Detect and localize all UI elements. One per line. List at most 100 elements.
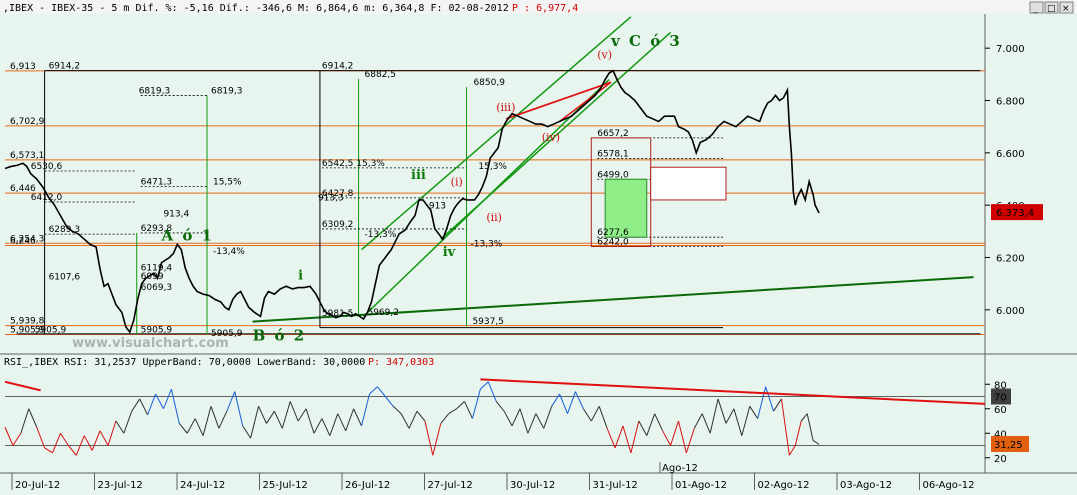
- price-annotation: -13,4%: [213, 247, 245, 257]
- rsi-segment: [794, 420, 802, 446]
- rsi-segment: [329, 413, 339, 436]
- rsi-segment: [226, 391, 236, 412]
- rsi-segment: [527, 413, 537, 434]
- rsi-segment: [234, 391, 244, 427]
- rsi-segment: [582, 408, 592, 422]
- rsi-segment: [305, 408, 315, 434]
- fib-label: 6,573,1: [10, 151, 44, 161]
- price-annotation: 6530,6: [31, 162, 63, 172]
- x-tick-label: 24-Jul-12: [180, 480, 225, 491]
- rsi-header: RSI_,IBEX RSI: 31,2537 UpperBand: 70,000…: [4, 357, 365, 368]
- rsi-segment: [178, 423, 188, 434]
- rsi-segment: [361, 393, 370, 427]
- close-button[interactable]: [1059, 1, 1074, 14]
- x-tick-label: 26-Jul-12: [345, 480, 390, 491]
- rsi-segment: [123, 411, 133, 434]
- price-annotation: 6069,3: [141, 283, 173, 293]
- rsi-segment: [155, 393, 164, 409]
- fib-label: 5,905,9: [10, 325, 45, 335]
- price-annotation: 6499,0: [597, 170, 629, 180]
- rsi-segment: [107, 420, 117, 446]
- rsi-segment: [52, 433, 61, 454]
- rsi-segment: [733, 408, 743, 436]
- price-annotation: 5905,9: [211, 329, 243, 339]
- fib-label: 6,446: [10, 184, 36, 194]
- last-price-badge: [991, 204, 1043, 221]
- wedge-lower: [559, 81, 612, 123]
- watermark: www.visualchart.com: [72, 336, 229, 351]
- rsi-segment: [646, 413, 656, 436]
- price-annotation: 6309,2: [322, 220, 354, 230]
- rsi-segment: [662, 430, 671, 446]
- price-annotation: 6119,4: [141, 264, 173, 274]
- rsi-upper-badge-label: 70: [994, 393, 1007, 404]
- rsi-y-tick-label: 60: [994, 405, 1007, 416]
- rsi-segment: [384, 396, 394, 407]
- rsi-segment: [432, 423, 442, 456]
- price-annotation: 6542,5 15,3%: [322, 159, 385, 169]
- target-zone: [604, 178, 648, 238]
- price-annotation: 5981,5: [322, 309, 354, 319]
- wave-label-i: i: [298, 269, 303, 284]
- wave-label-r2: (ii): [486, 211, 502, 224]
- time-axis: 20-Jul-12 23-Jul-12 24-Jul-12 25-Jul-12 26-J…: [11, 462, 974, 491]
- rsi-segment: [281, 401, 291, 429]
- rsi-segment: [36, 426, 46, 449]
- rsi-segment: [622, 425, 632, 453]
- rsi-y-tick-label: 20: [994, 454, 1007, 465]
- rsi-segment: [162, 388, 172, 409]
- price-annotation: 6099: [141, 272, 164, 282]
- fib-label: 5,939,8: [10, 317, 45, 327]
- rsi-segment: [139, 398, 149, 416]
- price-annotation: 6914,2: [322, 62, 354, 72]
- price-annotation: 5905,9: [35, 325, 67, 335]
- rsi-segment: [369, 386, 378, 395]
- rsi-segment: [487, 381, 497, 402]
- rsi-segment: [614, 425, 624, 449]
- price-annotation: 6914,2: [49, 62, 81, 72]
- rsi-segment: [345, 408, 355, 431]
- rsi-segment: [812, 440, 820, 445]
- rsi-segment: [60, 432, 69, 446]
- rsi-last-badge: [991, 435, 1029, 452]
- rsi-upper-badge: [991, 388, 1011, 405]
- rsi-segment: [147, 393, 157, 416]
- price-annotation: 5905,9: [141, 325, 173, 335]
- rsi-segment: [535, 413, 545, 429]
- price-annotation: 6107,6: [49, 273, 81, 283]
- maximize-button[interactable]: [1044, 1, 1059, 14]
- rsi-segment: [400, 413, 410, 429]
- rsi-segment: [408, 410, 418, 429]
- rsi-segment: [495, 401, 505, 412]
- x-tick-label: 30-Jul-12: [510, 480, 555, 491]
- price-annotation: -13,3%: [365, 230, 397, 240]
- rsi-segment: [606, 428, 616, 449]
- wave-label-iv: iv: [443, 245, 456, 260]
- rsi-segment: [464, 401, 473, 419]
- x-tick-label: 25-Jul-12: [263, 480, 308, 491]
- rsi-segment: [313, 418, 323, 434]
- wave-label-c3: v C ó 3: [610, 32, 682, 50]
- rsi-segment: [242, 425, 252, 439]
- y-tick-label: 6.000: [996, 306, 1025, 317]
- rsi-segment: [471, 389, 481, 419]
- price-annotation: 5969,2: [367, 308, 399, 318]
- title-bar: [0, 0, 1077, 14]
- rsi-segment: [654, 413, 664, 432]
- rsi-segment: [448, 408, 457, 415]
- price-annotation: 6850,9: [473, 78, 505, 88]
- rsi-pane: [0, 355, 1077, 473]
- rsi-segment: [4, 426, 14, 446]
- support-trendline: [252, 276, 974, 323]
- rsi-segment: [693, 413, 703, 429]
- rsi-segment: [194, 418, 204, 436]
- rsi-segment: [717, 398, 727, 424]
- minimize-button[interactable]: [1029, 1, 1044, 14]
- rsi-segment: [91, 430, 101, 451]
- minimize-icon: _: [1032, 4, 1038, 14]
- rsi-segment: [519, 408, 529, 434]
- rsi-segment: [630, 420, 640, 453]
- rsi-segment: [297, 408, 307, 422]
- rsi-trend-right: [480, 378, 986, 405]
